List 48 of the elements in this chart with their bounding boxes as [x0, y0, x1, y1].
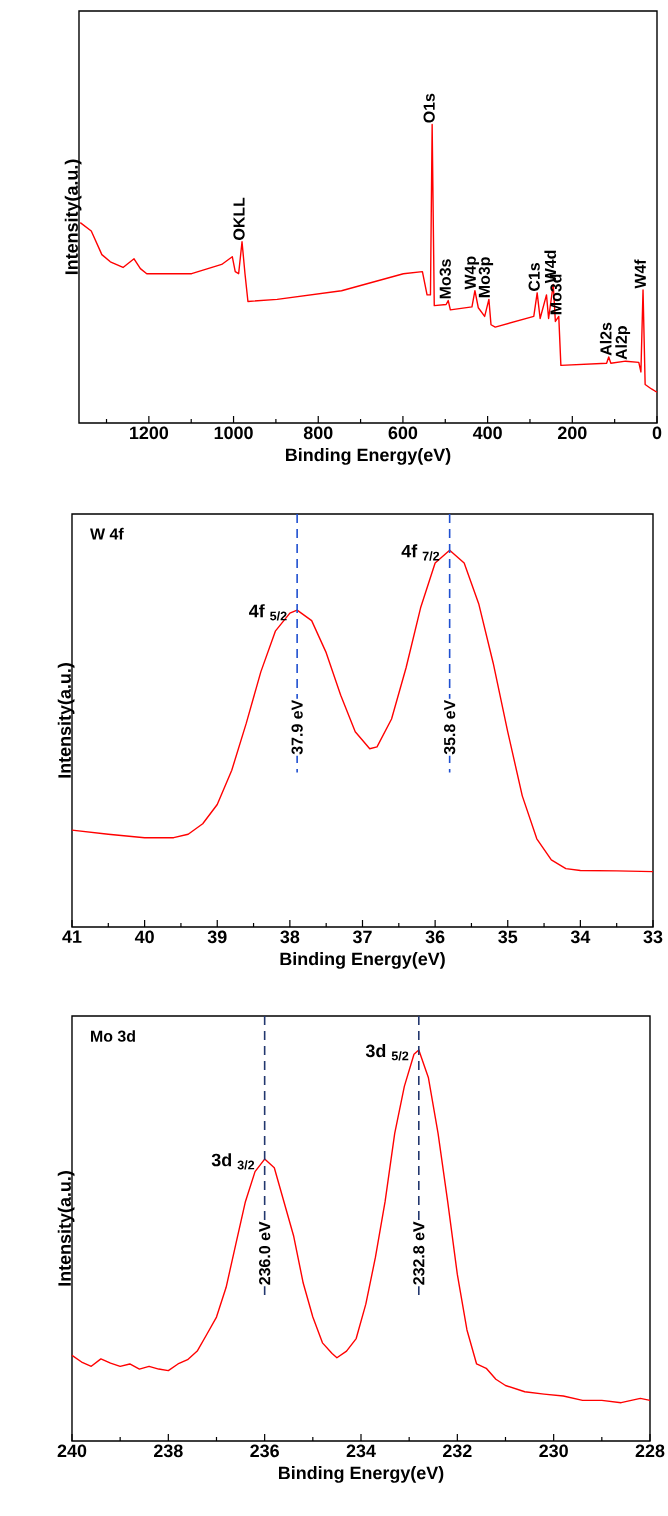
x-tick-label: 232: [442, 1444, 472, 1458]
x-tick-label: 35: [498, 930, 518, 944]
ref-line-label: 37.9 eV: [291, 699, 303, 755]
x-tick-label: 238: [153, 1444, 183, 1458]
annotation: Al2p: [615, 326, 631, 360]
x-tick-label: 200: [557, 426, 587, 440]
annotation: 4f $_{5/2}$: [249, 604, 287, 621]
annotation: 4f $_{7/2}$: [401, 544, 440, 561]
annotation: Mo3s: [439, 259, 451, 299]
x-tick-label: 0: [652, 426, 662, 440]
ref-line-label: 236.0 eV: [259, 1221, 271, 1285]
x-axis-title: Binding Energy(eV): [286, 448, 451, 465]
ref-line-label: 35.8 eV: [444, 699, 456, 755]
text: W 4f: [90, 527, 124, 540]
annotation: O1s: [423, 93, 435, 123]
x-axis-title: Binding Energy(eV): [280, 952, 445, 969]
annotation: 3d $_{5/2}$: [365, 1044, 409, 1061]
x-tick-label: 40: [134, 930, 154, 944]
x-tick-label: 34: [570, 930, 591, 944]
annotation: C1s: [528, 263, 540, 291]
ref-line-label: 232.8 eV: [413, 1221, 425, 1285]
x-tick-label: 39: [207, 930, 227, 944]
annotation: W4f: [634, 259, 646, 289]
y-axis-title: Intensity(a.u.): [64, 159, 82, 275]
x-tick-label: 37: [352, 930, 372, 944]
x-tick-label: 38: [280, 930, 300, 944]
x-tick-label: 400: [472, 426, 502, 440]
annotation: Mo3p: [478, 257, 494, 298]
x-tick-label: 36: [425, 930, 445, 944]
x-axis-title: Binding Energy(eV): [279, 1466, 444, 1483]
text: Mo 3d: [91, 1030, 135, 1042]
x-tick-label: 230: [539, 1444, 568, 1458]
y-axis-title: Intensity(a.u.): [57, 663, 75, 778]
x-tick-label: 800: [303, 426, 333, 440]
x-tick-label: 240: [57, 1444, 87, 1458]
x-tick-label: 600: [388, 426, 418, 440]
x-tick-label: 236: [250, 1444, 279, 1458]
x-tick-label: 41: [62, 930, 82, 943]
y-axis-title: Intensity(a.u.): [57, 1171, 75, 1286]
annotation: W4p: [464, 256, 480, 290]
x-tick-label: 1000: [214, 426, 253, 440]
x-tick-label: 234: [346, 1444, 376, 1458]
x-tick-label: 33: [643, 930, 663, 944]
x-tick-label: 1200: [130, 426, 169, 440]
annotation: 3d $_{3/2}$: [211, 1153, 255, 1170]
annotation: OKLL: [233, 197, 245, 240]
x-tick-label: 228: [635, 1444, 665, 1458]
annotation: Al2s: [599, 322, 612, 356]
